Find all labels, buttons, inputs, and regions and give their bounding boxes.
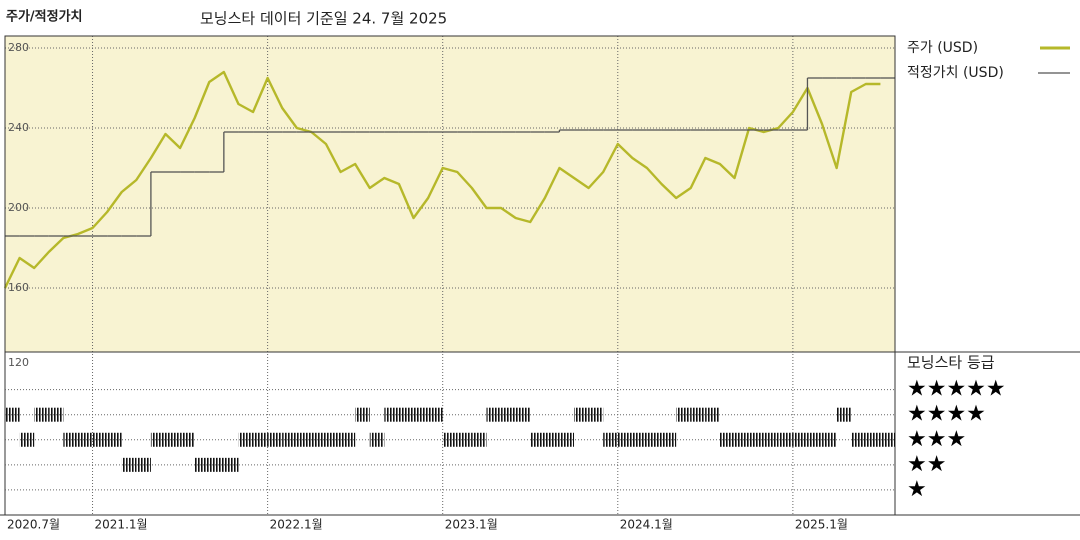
chart-title: 주가/적정가치 [6, 9, 83, 25]
rating-bar [5, 407, 20, 422]
rating-bar [77, 432, 93, 447]
rating-bar [515, 407, 531, 422]
rating-bar [282, 432, 297, 447]
rating-bar [92, 432, 108, 447]
rating-bar [836, 407, 852, 422]
rating-bar [194, 457, 210, 472]
rating-legend-stars: ★★ [907, 452, 946, 477]
rating-bar [603, 432, 618, 447]
x-tick-label: 2022.1월 [270, 518, 323, 532]
plot-background [5, 36, 895, 352]
rating-bar [734, 432, 750, 447]
rating-bar [807, 432, 823, 447]
rating-legend-stars: ★★★★★ [907, 377, 1006, 402]
rating-bar [646, 432, 662, 447]
rating-legend-stars: ★★★ [907, 427, 966, 452]
rating-bar [486, 407, 502, 422]
legend-label: 적정가치 (USD) [907, 65, 1004, 81]
rating-bar [136, 457, 151, 472]
rating-bar [544, 432, 560, 447]
y-tick-label: 200 [8, 201, 29, 214]
rating-bar [690, 407, 706, 422]
rating-bar [355, 407, 370, 422]
rating-bar [705, 407, 720, 422]
rating-bar [749, 432, 764, 447]
rating-bar [588, 407, 604, 422]
rating-bar [661, 432, 677, 447]
rating-bar [398, 407, 414, 422]
rating-legend-stars: ★★★★ [907, 402, 986, 427]
x-tick-label: 2020.7월 [7, 518, 60, 532]
x-tick-label: 2025.1월 [795, 518, 848, 532]
rating-bar [778, 432, 793, 447]
rating-bar [822, 432, 837, 447]
rating-bar [413, 407, 429, 422]
rating-bar [865, 432, 881, 447]
rating-bar [325, 432, 341, 447]
rating-bar [457, 432, 472, 447]
rating-bar [880, 432, 895, 447]
y-tick-label: 280 [8, 41, 29, 54]
rating-bar [34, 407, 49, 422]
rating-bar [471, 432, 487, 447]
chart-subtitle: 모닝스타 데이터 기준일 24. 7월 2025 [200, 10, 447, 28]
rating-title: 모닝스타 등급 [907, 354, 995, 372]
rating-bar [559, 432, 575, 447]
rating-bar [180, 432, 195, 447]
rating-bar [792, 432, 808, 447]
rating-bar [617, 432, 633, 447]
rating-bar [384, 407, 399, 422]
rating-bar [574, 407, 589, 422]
rating-bar [238, 432, 254, 447]
rating-bar [676, 407, 691, 422]
rating-bar [369, 432, 385, 447]
rating-bar [719, 432, 735, 447]
y-tick-label: 160 [8, 281, 29, 294]
rating-bar [253, 432, 268, 447]
price-line [3, 70, 881, 289]
x-tick-label: 2023.1월 [445, 518, 498, 532]
rating-bar [442, 432, 458, 447]
rating-bar [165, 432, 181, 447]
rating-bar [19, 432, 35, 447]
rating-bar [223, 457, 239, 472]
rating-bar [311, 432, 326, 447]
rating-bar [340, 432, 356, 447]
rating-bar [107, 432, 122, 447]
rating-bar [63, 432, 78, 447]
rating-bar [267, 432, 283, 447]
rating-bar [851, 432, 866, 447]
y-tick-label: 240 [8, 121, 29, 134]
legend-label: 주가 (USD) [907, 40, 978, 56]
rating-bar [632, 432, 647, 447]
rating-legend-stars: ★ [907, 477, 927, 502]
rating-bar [296, 432, 312, 447]
rating-bar [428, 407, 443, 422]
rating-top-label: 120 [8, 356, 29, 369]
rating-bar [121, 457, 137, 472]
rating-bar [48, 407, 64, 422]
rating-bar [209, 457, 224, 472]
rating-bar [501, 407, 516, 422]
rating-bar [530, 432, 545, 447]
rating-bar [763, 432, 779, 447]
x-tick-label: 2021.1월 [95, 518, 148, 532]
x-tick-label: 2024.1월 [620, 518, 673, 532]
rating-bar [150, 432, 166, 447]
